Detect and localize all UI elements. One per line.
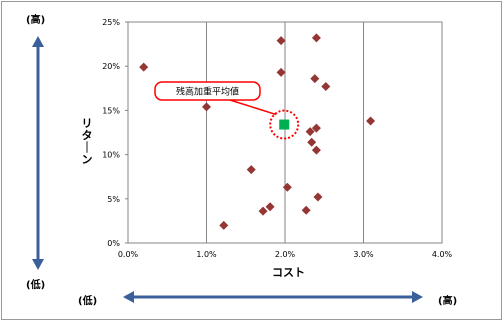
x-tick-label: 0.0% <box>118 250 139 259</box>
data-point-diamond <box>311 33 321 43</box>
y-tick-label: 5% <box>107 195 120 204</box>
data-point-diamond <box>311 123 321 133</box>
y-axis-title: リタ｜ン <box>81 117 93 166</box>
y-high-label: (高) <box>26 15 46 26</box>
data-point-diamond <box>282 182 292 192</box>
y-tick-label: 25% <box>102 18 120 27</box>
data-point-diamond <box>307 137 317 147</box>
y-tick-label: 10% <box>102 151 120 160</box>
data-point-diamond <box>310 74 320 84</box>
x-tick-label: 1.0% <box>196 250 217 259</box>
callout-leader <box>229 99 277 116</box>
data-point-diamond <box>276 67 286 77</box>
data-point-diamond <box>305 127 315 137</box>
x-high-label: (高) <box>438 296 458 307</box>
y-arrow-head-down <box>32 259 44 270</box>
data-point-diamond <box>313 192 323 202</box>
data-point-diamond <box>139 62 149 72</box>
y-tick-label: 15% <box>102 106 120 115</box>
x-tick-label: 3.0% <box>353 250 374 259</box>
y-low-label: (低) <box>26 280 46 291</box>
x-arrow-head-right <box>412 291 423 303</box>
data-point-diamond <box>321 82 331 92</box>
x-low-label: (低) <box>78 296 98 307</box>
x-axis-title: コスト <box>272 266 305 279</box>
callout-text: 残高加重平均値 <box>176 86 239 98</box>
data-point-diamond <box>311 145 321 155</box>
data-point-diamond <box>246 165 256 175</box>
y-tick-label: 0% <box>107 239 120 248</box>
data-point-diamond <box>301 205 311 215</box>
data-point-diamond <box>366 116 376 126</box>
data-point-diamond <box>276 36 286 46</box>
x-tick-label: 2.0% <box>275 250 296 259</box>
callout-box <box>154 81 261 101</box>
data-point-diamond <box>219 220 229 230</box>
highlight-circle <box>269 109 300 140</box>
x-arrow-head-left <box>123 291 134 303</box>
y-arrow-head-up <box>32 36 44 47</box>
x-tick-label: 4.0% <box>432 250 453 259</box>
data-point-diamond <box>258 206 268 216</box>
data-point-diamond <box>265 202 275 212</box>
weighted-average-marker <box>279 119 290 130</box>
y-tick-label: 20% <box>102 62 120 71</box>
data-point-diamond <box>202 102 211 112</box>
